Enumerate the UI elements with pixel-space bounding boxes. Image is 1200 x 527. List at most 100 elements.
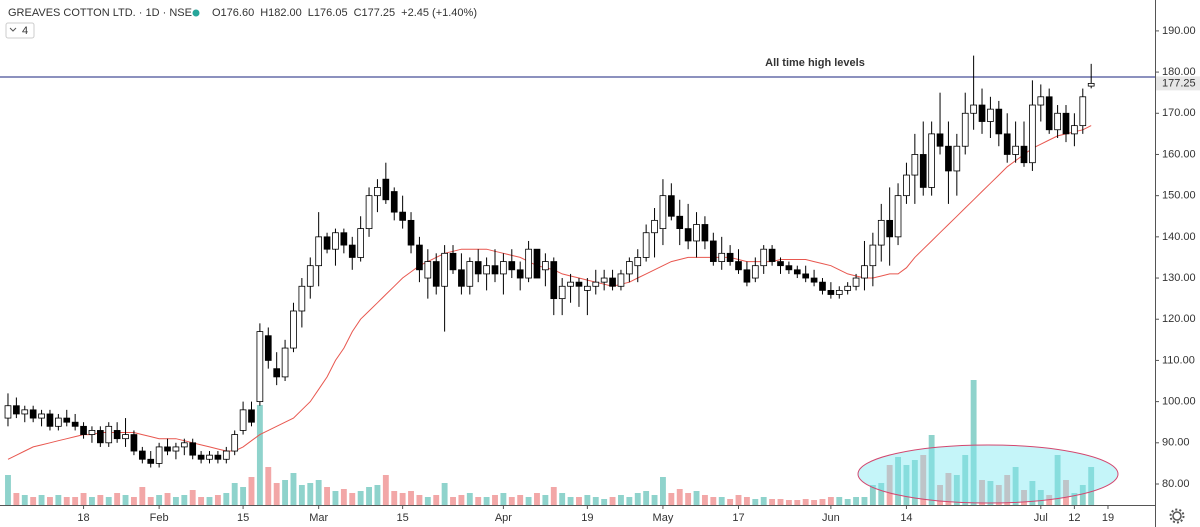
candle-body [592, 281, 600, 287]
volume-bar [920, 455, 927, 505]
volume-bar [819, 499, 826, 505]
candle-body [13, 405, 20, 415]
candle-body [735, 261, 742, 271]
candle-body [852, 277, 860, 287]
candle-body [827, 289, 835, 295]
x-tick-label: 18 [77, 512, 89, 524]
highlight-ellipse [857, 444, 1119, 504]
volume-bar [500, 493, 507, 505]
candle-body [793, 269, 801, 275]
volume-bar [80, 493, 87, 505]
volume-bar [483, 497, 490, 505]
candle-body [718, 252, 726, 262]
candle-body [281, 347, 289, 378]
candle-body [835, 289, 843, 295]
indicator-count: 4 [22, 25, 28, 37]
volume-bar [609, 497, 616, 505]
y-tick-label: 100.00 [1162, 396, 1196, 408]
volume-bar [114, 493, 121, 505]
volume-bar [198, 497, 205, 505]
candle-body [500, 261, 507, 275]
candle-body [1012, 145, 1019, 155]
candle-body [533, 248, 541, 279]
volume-bar [324, 487, 330, 505]
candle-body [936, 133, 944, 147]
candle-body [844, 285, 852, 291]
candle-body [357, 228, 364, 258]
y-tick-label: 150.00 [1162, 190, 1196, 202]
volume-bar [1054, 455, 1061, 505]
volume-bar [366, 487, 372, 505]
volume-bar [97, 495, 104, 505]
candle-body [4, 405, 12, 419]
x-tick-label: Jul [1034, 512, 1048, 524]
x-tick-label: 12 [1068, 512, 1080, 524]
volume-bar [685, 493, 692, 505]
candle-body [256, 331, 264, 403]
volume-bar [660, 477, 666, 505]
volume-bar [223, 493, 230, 505]
volume-bar [634, 493, 641, 505]
volume-bar [1021, 490, 1027, 505]
candle-body [71, 421, 79, 427]
volume-bar [290, 473, 297, 505]
volume-bar [542, 495, 549, 505]
candle-body [122, 434, 129, 440]
candle-body [29, 409, 37, 419]
volume-bar [189, 490, 196, 505]
candle-body [206, 454, 213, 460]
candle-body [667, 195, 675, 217]
volume-bar [601, 499, 608, 505]
volume-bar [458, 495, 465, 505]
volume-bar [718, 497, 725, 505]
volume-bar [172, 497, 179, 505]
settings-icon[interactable] [1169, 508, 1185, 524]
volume-bar [30, 497, 37, 505]
candle-body [399, 211, 406, 221]
volume-bar [374, 485, 381, 505]
volume-bar [727, 499, 734, 505]
volume-bar [450, 497, 456, 505]
candle-body [659, 195, 667, 230]
candle-body [458, 269, 465, 287]
candle-body [600, 277, 608, 283]
moving-average-line [7, 125, 1092, 460]
candle-body [239, 409, 247, 431]
candle-body [701, 224, 709, 242]
candle-body [1087, 83, 1095, 87]
candle-body [416, 244, 423, 271]
indicator-toggle[interactable] [5, 22, 35, 39]
volume-bar [676, 489, 683, 505]
volume-bar [693, 491, 700, 505]
candle-body [726, 252, 734, 262]
candle-body [508, 261, 516, 271]
volume-bar [1004, 475, 1011, 505]
candle-body [323, 236, 331, 250]
candle-body [785, 265, 793, 271]
candle-body [374, 187, 381, 197]
volume-bar [1088, 467, 1095, 505]
volume-bar [424, 497, 431, 505]
candle-body [97, 430, 104, 444]
volume-bar [534, 493, 540, 505]
candle-body [1029, 104, 1036, 164]
y-tick-label: 90.00 [1162, 437, 1190, 449]
candle-body [348, 244, 356, 258]
candle-body [1062, 112, 1070, 135]
volume-bar [282, 480, 289, 505]
y-tick-label: 170.00 [1162, 107, 1196, 119]
candle-body [231, 434, 239, 452]
candle-body [332, 232, 339, 250]
candle-body [642, 232, 650, 258]
volume-bar [47, 497, 53, 505]
volume-bar [475, 497, 482, 505]
candle-body [113, 430, 121, 440]
volume-bar [903, 465, 910, 505]
candle-body [1003, 133, 1011, 155]
volume-bar [105, 497, 112, 505]
x-tick-label: Apr [495, 512, 512, 524]
chevron-icon [9, 27, 17, 32]
volume-bar [248, 477, 255, 505]
candle-body [105, 425, 113, 444]
candle-body [802, 273, 810, 279]
